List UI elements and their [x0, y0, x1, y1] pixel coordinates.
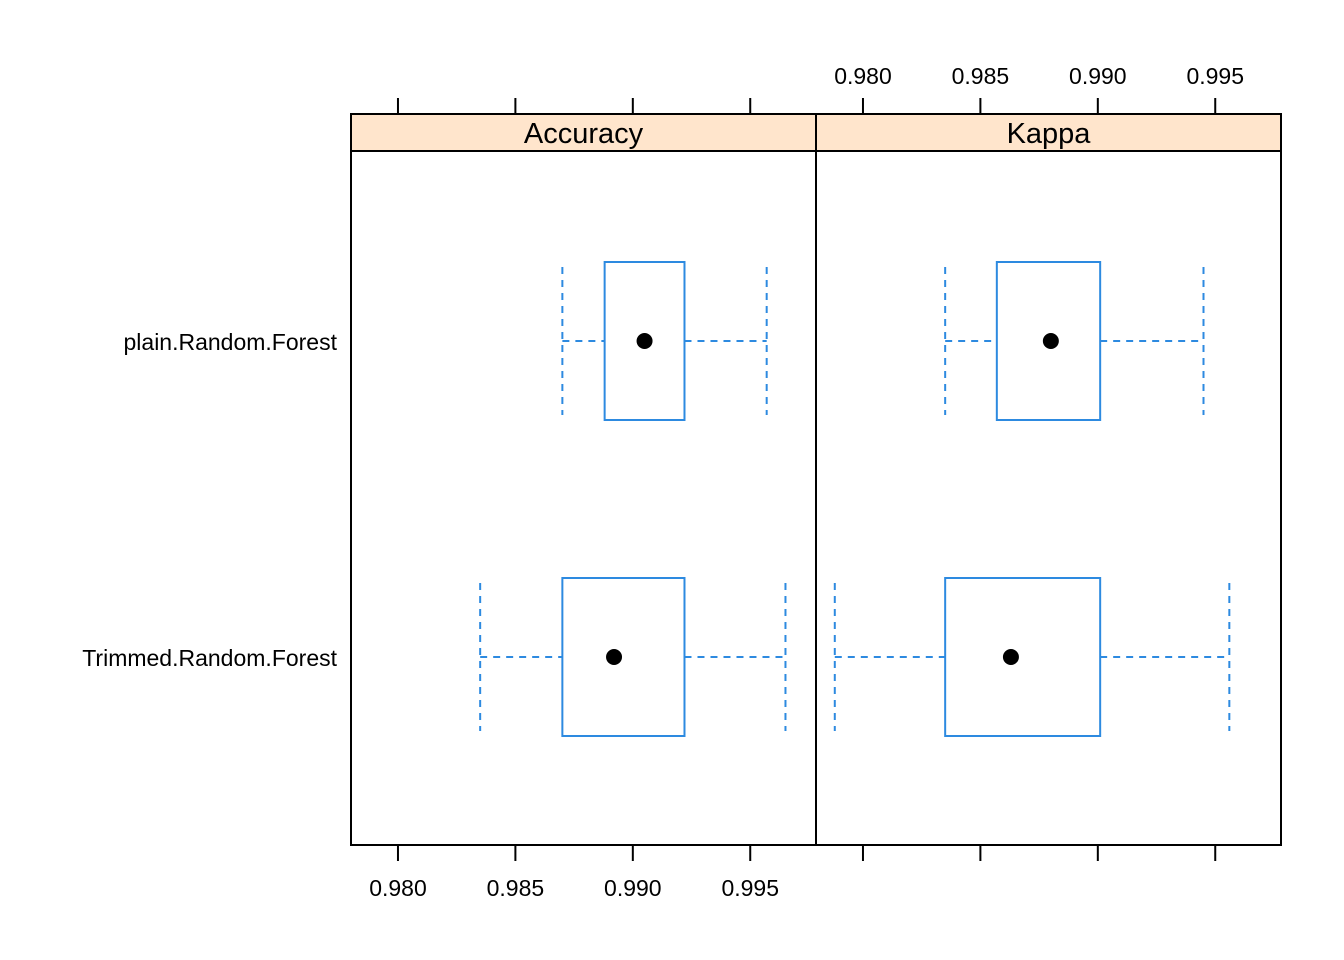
axes	[396, 98, 1217, 861]
median-dot-kappa-1	[1002, 649, 1019, 665]
panel-frame-kappa	[815, 150, 1282, 846]
median-dot-accuracy-0	[636, 333, 653, 349]
box-accuracy-0	[603, 261, 686, 421]
labels: Accuracy 0.980 0.985 0.990 0.995 Kappa 0.980 0.…	[82, 63, 1244, 901]
tick-label-accuracy-2: 0.990	[604, 875, 662, 901]
panel-frame-accuracy	[350, 150, 817, 846]
panel-frames	[350, 113, 1282, 846]
category-label-0: plain.Random.Forest	[124, 329, 338, 355]
tick-label-kappa-0: 0.980	[834, 63, 892, 89]
tick-label-kappa-2: 0.990	[1069, 63, 1127, 89]
box-kappa-0	[995, 261, 1102, 421]
box-marks	[479, 261, 1231, 737]
strip-kappa	[815, 113, 1282, 152]
median-dot-accuracy-1	[606, 649, 623, 665]
box-kappa-1	[944, 577, 1102, 737]
tick-label-kappa-1: 0.985	[952, 63, 1010, 89]
category-label-1: Trimmed.Random.Forest	[82, 645, 337, 671]
tick-label-accuracy-0: 0.980	[369, 875, 427, 901]
box-accuracy-1	[561, 577, 686, 737]
median-dot-kappa-0	[1042, 333, 1059, 349]
strip-label-accuracy: Accuracy	[524, 118, 644, 150]
tick-label-accuracy-3: 0.995	[721, 875, 779, 901]
tick-label-accuracy-1: 0.985	[487, 875, 545, 901]
strip-label-kappa: Kappa	[1007, 118, 1092, 150]
strip-accuracy	[350, 113, 817, 152]
tick-label-kappa-3: 0.995	[1186, 63, 1244, 89]
